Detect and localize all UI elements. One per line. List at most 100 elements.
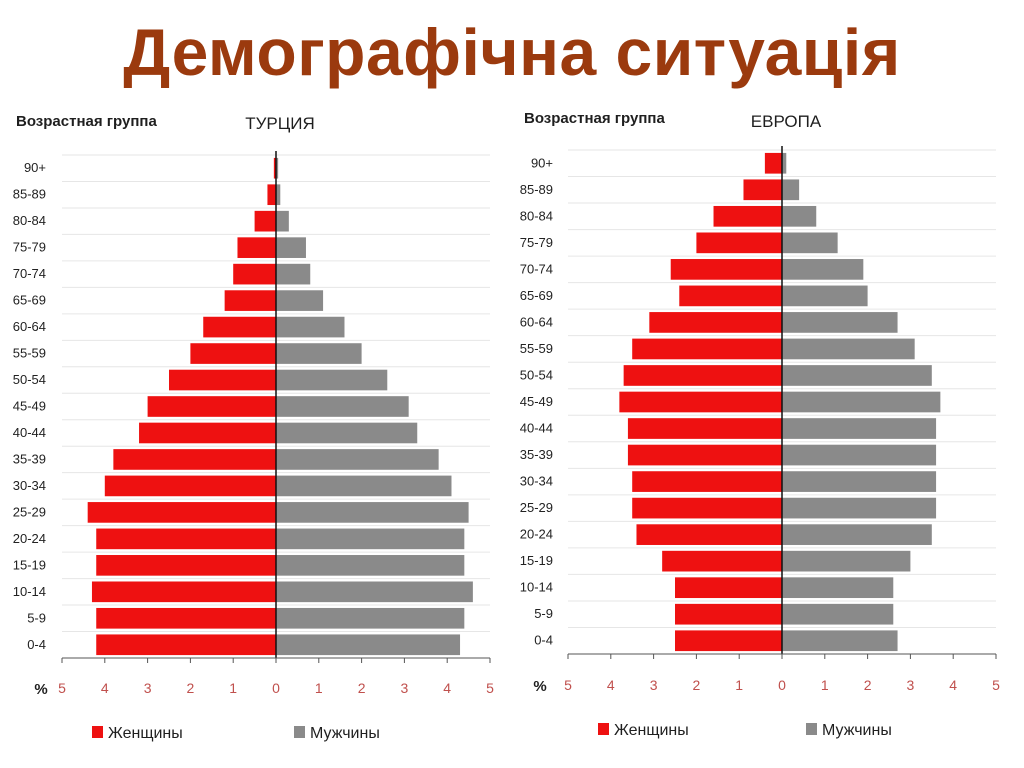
chart1-bar-male-10-14 [276,581,473,603]
chart1-bar-male-50-54 [276,369,388,391]
chart1-x-tick-label: 1 [315,680,323,696]
chart1-bar-male-0-4 [276,634,461,656]
chart2-bar-male-30-34 [782,471,937,492]
chart1-bar-female-20-24 [96,528,277,550]
chart1-x-tick-label: 5 [486,680,494,696]
chart1-bar-male-25-29 [276,502,469,523]
chart1-x-tick-label: 4 [101,680,109,696]
chart2-category-label: 5-9 [534,606,553,621]
chart1-category-label: 15-19 [13,557,46,572]
chart1-legend-label-female: Женщины [108,725,183,742]
chart2-x-tick-label: 2 [864,677,872,693]
chart2-bar-female-45-49 [619,391,782,413]
chart1-legend-swatch-female [92,726,103,738]
chart1-category-label: 5-9 [27,610,46,625]
chart2-x-tick-label: 4 [949,677,957,693]
chart2-bar-female-80-84 [713,205,782,227]
chart2-bar-male-40-44 [782,418,937,439]
chart2-bar-male-5-9 [782,603,894,625]
chart2-category-label: 80-84 [520,208,553,223]
chart1-category-label: 55-59 [13,346,46,361]
chart1-bar-male-85-89 [276,184,281,206]
chart2-bar-female-65-69 [679,285,782,307]
chart1-category-label: 80-84 [13,213,46,228]
chart2-x-tick-label: 5 [564,677,572,693]
chart1-bar-male-90+ [276,157,279,179]
chart2-bar-female-75-79 [696,232,782,254]
chart2-category-label: 90+ [531,155,553,170]
chart2-category-label: 65-69 [520,288,553,303]
chart2-x-tick-label: 1 [821,677,829,693]
chart1-legend-swatch-male [294,726,305,738]
chart1-bar-male-75-79 [276,237,306,258]
chart2-bar-male-45-49 [782,391,941,413]
chart2-x-tick-label: 2 [693,677,701,693]
chart2-bar-male-85-89 [782,179,800,201]
chart1-category-label: 25-29 [13,504,46,519]
chart1-bar-female-10-14 [91,581,277,603]
chart1-bar-male-45-49 [276,396,409,417]
chart1-bar-male-70-74 [276,263,311,285]
chart1-chart-title: ТУРЦИЯ [245,114,315,133]
chart2-x-tick-label: 4 [607,677,615,693]
chart1-bar-male-15-19 [276,555,465,576]
chart1-bar-male-55-59 [276,343,362,364]
chart1-bar-male-40-44 [276,422,418,444]
chart1-category-label: 0-4 [27,637,46,652]
chart2-bar-male-25-29 [782,497,937,519]
chart2-bar-female-70-74 [670,259,782,280]
chart2-bar-female-25-29 [632,497,782,519]
chart2-category-label: 50-54 [520,367,553,382]
chart1-bar-male-20-24 [276,528,465,550]
chart1-x-tick-label: 2 [358,680,366,696]
chart2-category-label: 70-74 [520,261,553,276]
chart1-category-label: 10-14 [13,584,46,599]
chart2-bar-male-65-69 [782,285,868,307]
chart2-bar-male-35-39 [782,444,937,466]
chart1-bar-male-65-69 [276,290,324,311]
chart2-category-label: 40-44 [520,421,553,436]
chart1-x-tick-label: 2 [187,680,195,696]
chart2-bar-female-85-89 [743,179,782,201]
chart2-chart-title: ЕВРОПА [751,112,822,131]
chart2-category-label: 60-64 [520,314,553,329]
chart1-bar-female-30-34 [104,475,276,497]
slide-title: Демографічна ситуація [123,15,901,89]
chart1-bar-male-80-84 [276,210,289,232]
chart2-bar-male-10-14 [782,577,894,599]
chart1-bar-female-70-74 [233,263,276,285]
chart1-bar-female-60-64 [203,316,276,338]
chart2-bar-female-90+ [764,152,782,174]
chart2-bar-female-55-59 [632,338,782,360]
chart1-bar-female-35-39 [113,449,276,470]
chart1-category-label: 50-54 [13,372,46,387]
chart2-bar-male-70-74 [782,259,864,280]
chart1-x-tick-label: 1 [229,680,237,696]
chart2-bar-male-0-4 [782,630,898,652]
chart2-category-label: 45-49 [520,394,553,409]
chart1-legend-label-male: Мужчины [310,725,380,742]
chart1-bar-female-25-29 [87,502,277,523]
chart2-category-label: 0-4 [534,633,553,648]
chart1-bar-female-85-89 [267,184,276,206]
chart1-x-tick-label: 3 [144,680,152,696]
chart1-category-label: 60-64 [13,319,46,334]
chart1-x-tick-label: 3 [401,680,409,696]
chart1-bar-female-40-44 [139,422,276,444]
chart2-bar-female-5-9 [675,603,782,625]
chart2-legend-label-male: Мужчины [822,722,892,739]
chart2-x-tick-label: 3 [650,677,658,693]
chart2-category-label: 10-14 [520,580,553,595]
chart2-bar-female-0-4 [675,630,782,652]
chart1-category-label: 75-79 [13,240,46,255]
chart1-bar-male-60-64 [276,316,345,338]
chart2-category-label: 15-19 [520,553,553,568]
chart1-bar-female-15-19 [96,555,277,576]
chart2-category-label: 75-79 [520,235,553,250]
chart1-category-label: 45-49 [13,399,46,414]
chart2-bar-female-35-39 [627,444,782,466]
chart2-bar-male-50-54 [782,365,932,386]
chart2-category-label: 25-29 [520,500,553,515]
chart2-x-tick-label: 0 [778,677,786,693]
